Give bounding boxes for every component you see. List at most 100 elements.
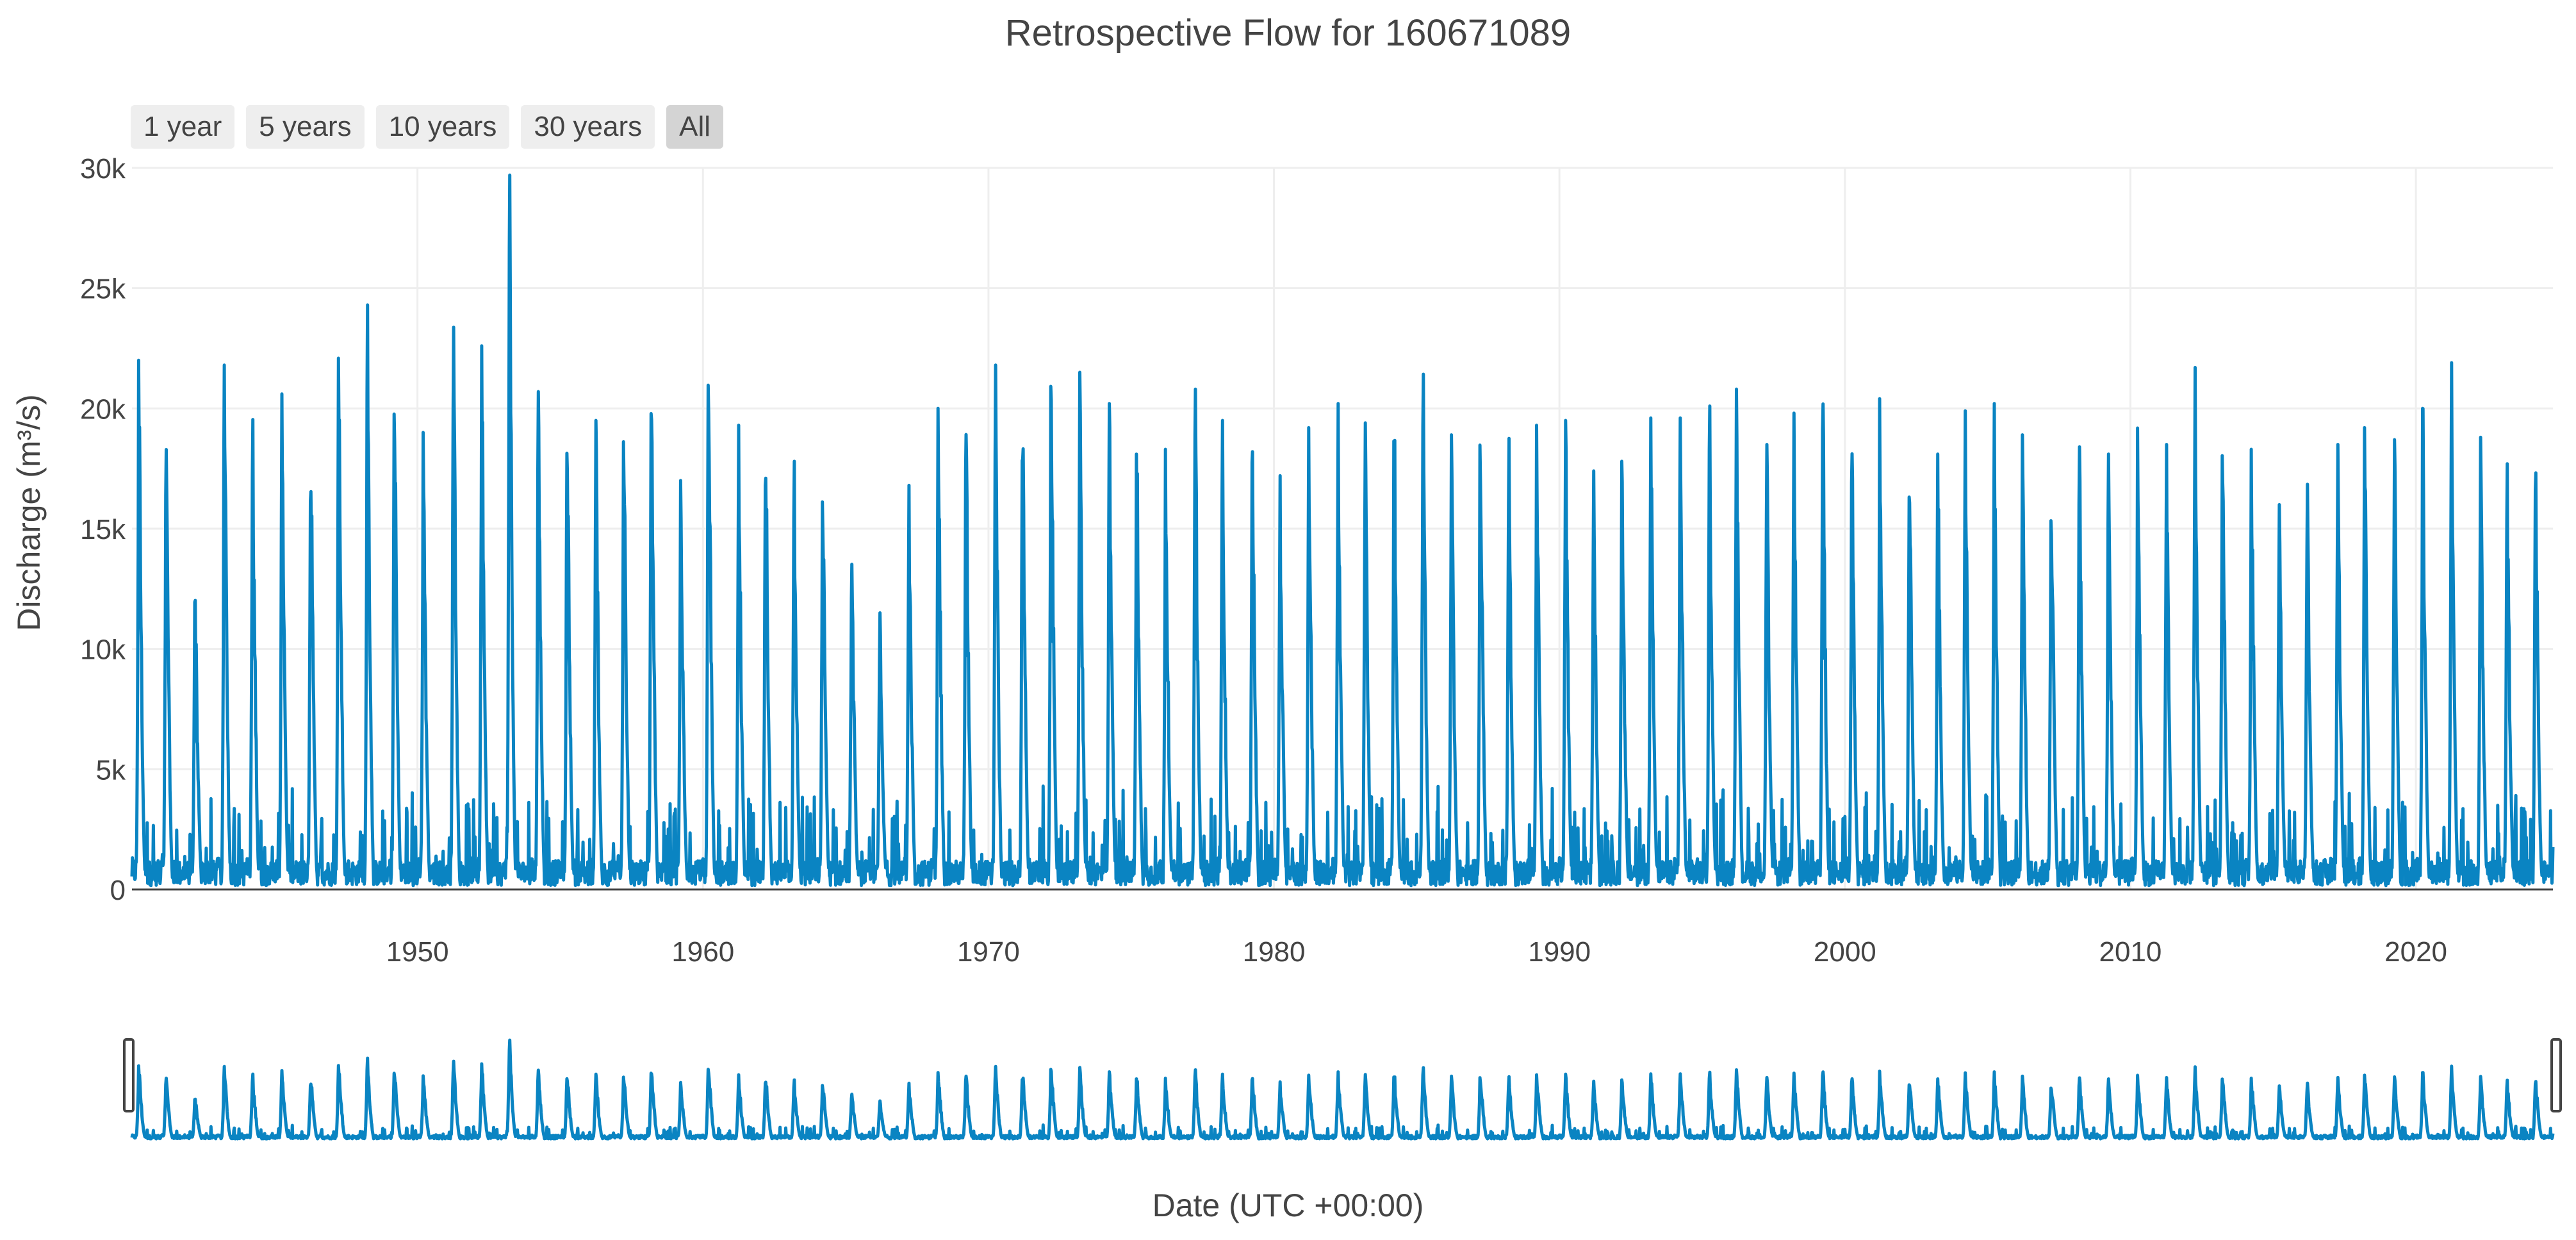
y-axis-ticks: 0 5k 10k 15k 20k 25k 30k xyxy=(80,153,126,906)
annual-peak-point[interactable] xyxy=(1105,400,1113,408)
annual-peak-point[interactable] xyxy=(192,573,199,581)
annual-peak-point[interactable] xyxy=(505,171,513,179)
annual-peak-point[interactable] xyxy=(1705,402,1712,410)
annual-peak-point[interactable] xyxy=(905,481,913,489)
annual-peak-point[interactable] xyxy=(2276,500,2283,508)
x-axis-ticks: 1950 1960 1970 1980 1990 2000 2010 2020 xyxy=(386,936,2447,968)
annual-peak-point[interactable] xyxy=(1790,409,1798,417)
annual-peak-point[interactable] xyxy=(2076,443,2083,451)
annual-peak-point[interactable] xyxy=(2133,419,2140,427)
annual-peak-point[interactable] xyxy=(2447,359,2454,367)
annual-peak-point[interactable] xyxy=(2333,441,2340,449)
annual-peak-point[interactable] xyxy=(334,304,342,311)
annual-peak-point[interactable] xyxy=(2162,441,2169,449)
annual-peak-point[interactable] xyxy=(991,361,999,369)
annual-peak-point[interactable] xyxy=(1933,451,1940,458)
annual-peak-point[interactable] xyxy=(1333,400,1341,408)
annual-peak-point[interactable] xyxy=(1762,441,1769,449)
annual-peak-point[interactable] xyxy=(1676,414,1684,422)
annual-peak-point[interactable] xyxy=(962,402,970,410)
annual-peak-point[interactable] xyxy=(1391,400,1399,408)
annual-peak-point[interactable] xyxy=(648,347,656,354)
annual-peak-point[interactable] xyxy=(1019,374,1027,381)
annual-peak-point[interactable] xyxy=(2304,474,2312,482)
annual-peak-point[interactable] xyxy=(1819,381,1826,388)
annual-peak-point[interactable] xyxy=(534,388,542,395)
annual-peak-point[interactable] xyxy=(2219,400,2226,408)
annual-peak-point[interactable] xyxy=(1076,368,1084,376)
annual-peak-point[interactable] xyxy=(934,390,942,398)
annual-peak-point[interactable] xyxy=(249,407,256,415)
annual-peak-point[interactable] xyxy=(477,342,485,350)
annual-peak-point[interactable] xyxy=(1562,417,1570,424)
annual-peak-point[interactable] xyxy=(2190,364,2197,372)
annual-peak-point[interactable] xyxy=(1876,395,1883,402)
annual-peak-point[interactable] xyxy=(277,390,285,398)
y-tick-label: 10k xyxy=(80,634,126,666)
annual-peak-point[interactable] xyxy=(1162,445,1170,453)
range-slider-handle-right[interactable] xyxy=(2550,1038,2562,1112)
annual-peak-point[interactable] xyxy=(1505,433,1513,441)
x-tick-label: 1990 xyxy=(1528,936,1591,968)
annual-peak-point[interactable] xyxy=(1476,390,1484,398)
annual-peak-point[interactable] xyxy=(1905,443,1912,451)
annual-peak-point[interactable] xyxy=(1362,419,1370,427)
annual-peak-point[interactable] xyxy=(2475,433,2483,441)
annual-peak-point[interactable] xyxy=(1962,407,1969,415)
annual-peak-point[interactable] xyxy=(2104,451,2112,458)
x-axis-title: Date (UTC +00:00) xyxy=(1152,1187,1424,1223)
annual-peak-point[interactable] xyxy=(220,361,227,369)
annual-peak-point[interactable] xyxy=(2418,404,2426,412)
annual-peak-point[interactable] xyxy=(2019,431,2026,439)
range-1-year-button[interactable]: 1 year xyxy=(131,105,235,149)
annual-peak-point[interactable] xyxy=(448,308,456,316)
annual-peak-point[interactable] xyxy=(2247,445,2255,453)
annual-peak-point[interactable] xyxy=(1533,422,1541,429)
annual-peak-point[interactable] xyxy=(1848,441,1855,449)
annual-peak-point[interactable] xyxy=(1276,472,1284,479)
annual-peak-point[interactable] xyxy=(1134,419,1142,427)
annual-peak-point[interactable] xyxy=(734,422,742,429)
annual-peak-point[interactable] xyxy=(1248,422,1256,429)
annual-peak-point[interactable] xyxy=(1048,352,1056,360)
annual-peak-point[interactable] xyxy=(1305,424,1313,431)
annual-peak-point[interactable] xyxy=(2532,438,2540,446)
annual-peak-point[interactable] xyxy=(135,356,142,364)
annual-peak-point[interactable] xyxy=(1733,385,1741,393)
annual-peak-point[interactable] xyxy=(791,458,799,465)
annual-peak-point[interactable] xyxy=(363,301,370,309)
range-all-button[interactable]: All xyxy=(666,105,724,149)
range-30-years-button[interactable]: 30 years xyxy=(521,105,655,149)
annual-peak-point[interactable] xyxy=(619,402,627,410)
annual-peak-point[interactable] xyxy=(677,477,685,484)
annual-peak-point[interactable] xyxy=(1219,417,1227,424)
range-10-years-button[interactable]: 10 years xyxy=(375,105,510,149)
range-selector: 1 year 5 years 10 years 30 years All xyxy=(131,105,724,149)
annual-peak-point[interactable] xyxy=(420,429,427,436)
annual-peak-point[interactable] xyxy=(819,445,827,453)
annual-peak-point[interactable] xyxy=(163,412,170,420)
range-slider[interactable] xyxy=(123,1038,2562,1141)
annual-peak-point[interactable] xyxy=(562,388,570,395)
annual-peak-point[interactable] xyxy=(705,306,713,313)
annual-peak-point[interactable] xyxy=(1191,385,1199,393)
range-slider-handle-left[interactable] xyxy=(123,1038,135,1112)
annual-peak-point[interactable] xyxy=(306,402,313,410)
annual-peak-point[interactable] xyxy=(591,417,599,424)
annual-peak-point[interactable] xyxy=(391,356,399,364)
annual-peak-point[interactable] xyxy=(2504,460,2512,468)
annual-peak-point[interactable] xyxy=(762,412,770,420)
annual-peak-point[interactable] xyxy=(1648,414,1655,422)
annual-peak-point[interactable] xyxy=(2047,448,2055,456)
annual-peak-point[interactable] xyxy=(1591,467,1598,475)
annual-peak-point[interactable] xyxy=(1419,356,1427,364)
annual-peak-point[interactable] xyxy=(1619,458,1627,465)
annual-peak-point[interactable] xyxy=(1990,400,1998,408)
annual-peak-point[interactable] xyxy=(848,544,856,552)
annual-peak-point[interactable] xyxy=(2390,436,2397,443)
annual-peak-point[interactable] xyxy=(876,609,884,616)
annual-peak-point[interactable] xyxy=(1448,431,1456,439)
annual-peak-point[interactable] xyxy=(2361,424,2369,431)
range-5-years-button[interactable]: 5 years xyxy=(246,105,365,149)
